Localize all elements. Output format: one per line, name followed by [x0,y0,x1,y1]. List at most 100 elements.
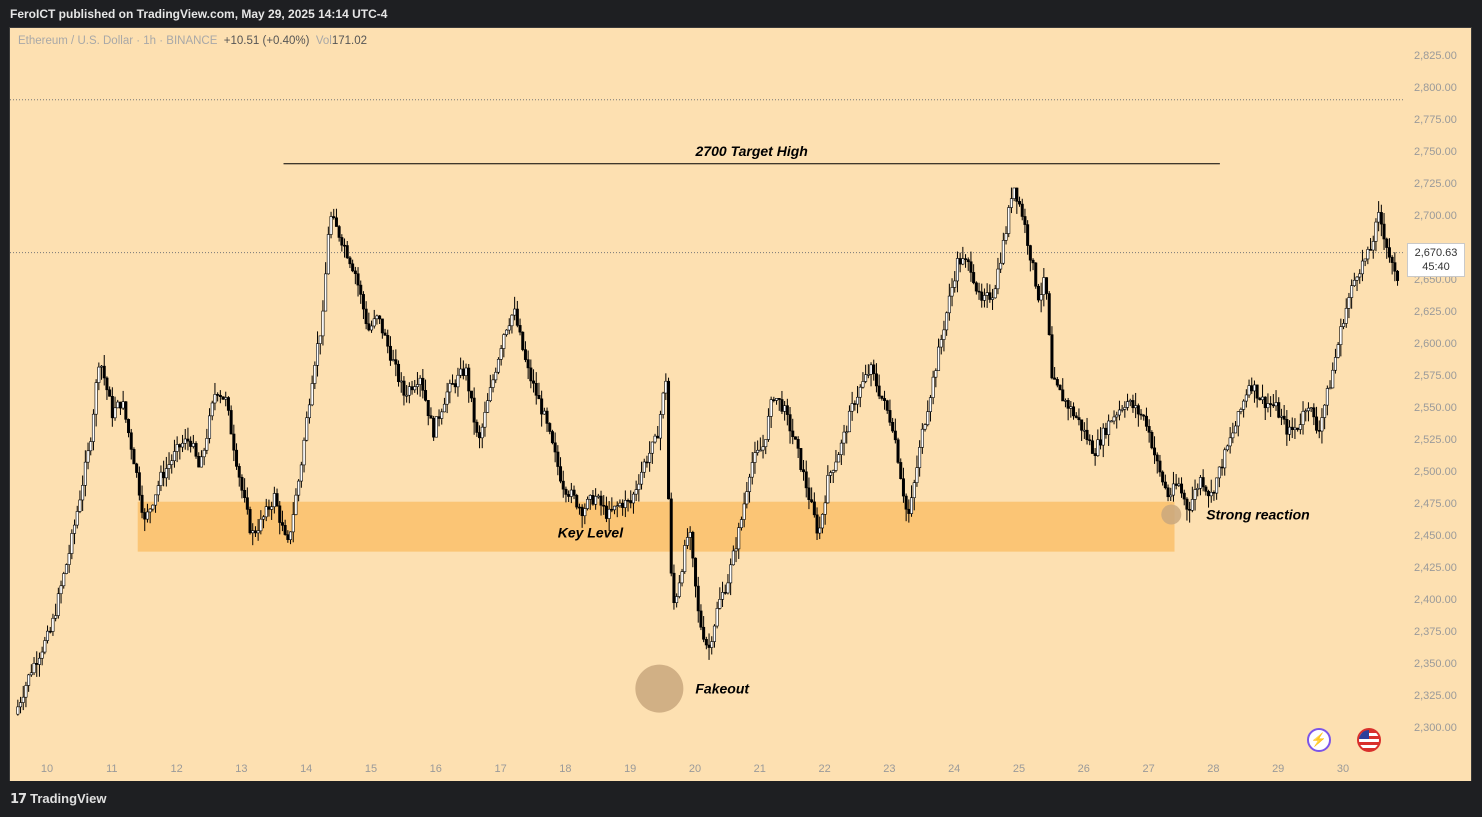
candle-up [496,359,500,373]
candle-down [1393,262,1397,272]
chart-panel[interactable]: 2700 Target High Key Level Strong reaction… [9,27,1472,782]
us-flag-icon[interactable] [1357,728,1381,752]
candle-down [1026,224,1030,246]
candle-down [694,557,698,587]
candle-up [734,548,738,552]
candle-up [1242,400,1246,410]
candle-up [64,564,68,574]
candle-up [154,494,158,506]
candle-down [958,258,962,265]
candle-down [235,449,239,467]
x-tick-label: 14 [300,763,312,775]
bar-countdown: 45:40 [1422,261,1450,273]
candle-up [685,537,689,546]
candle-up [926,411,930,425]
candle-up [1331,369,1335,389]
lightning-icon[interactable]: ⚡ [1307,728,1331,752]
candle-down [567,494,571,497]
candle-up [982,295,986,301]
candle-down [1028,245,1032,261]
candle-up [715,608,719,627]
candle-down [1018,201,1022,205]
candle-down [799,448,803,470]
candle-up [650,441,654,454]
x-tick-label: 23 [883,763,895,775]
price-chart[interactable]: 2700 Target High Key Level Strong reaction… [10,28,1471,781]
candle-up [1096,439,1100,456]
candle-down [421,377,425,391]
candle-up [1223,449,1227,469]
candle-up [305,417,309,441]
candle-down [237,466,241,478]
candle-down [1385,238,1389,248]
candle-up [1366,249,1370,260]
fakeout-label: Fakeout [695,681,750,697]
candle-down [397,363,401,382]
candle-down [901,478,905,497]
candle-up [1236,411,1240,427]
candle-down [610,508,614,511]
candle-up [391,359,395,361]
candle-up [27,674,31,686]
candle-up [993,288,997,299]
candle-up [272,493,276,508]
candle-down [969,261,973,273]
candle-up [769,399,773,417]
candle-down [1271,404,1275,407]
candle-up [934,370,938,378]
candle-up [294,494,298,515]
candle-up [1336,344,1340,358]
y-tick-label: 2,525.00 [1414,434,1457,446]
candle-up [955,258,959,282]
candle-up [1039,294,1043,301]
candle-down [1174,483,1178,486]
candle-down [1315,416,1319,431]
candle-up [299,464,303,482]
candle-up [1247,385,1251,396]
candle-down [1285,419,1289,435]
x-tick-label: 15 [365,763,377,775]
candle-down [691,532,695,559]
candle-up [637,483,641,490]
candle-up [54,615,58,619]
candle-up [434,416,438,438]
candle-up [1298,424,1302,430]
candle-down [1034,262,1038,287]
candle-down [1058,384,1062,391]
candle-up [407,386,411,396]
x-tick-label: 25 [1013,763,1025,775]
fakeout-circle [635,664,684,713]
candle-down [1055,379,1059,386]
candle-down [1207,491,1211,497]
candle-down [426,400,430,416]
candle-down [137,472,141,496]
candle-down [1147,426,1151,433]
y-tick-label: 2,625.00 [1414,306,1457,318]
candle-up [750,462,754,478]
candle-down [526,359,530,369]
candle-up [316,343,320,366]
candle-up [415,384,419,387]
candle-up [1347,297,1351,309]
candle-up [75,511,79,526]
candle-down [899,462,903,480]
candle-up [837,454,841,463]
candle-up [97,366,101,383]
candle-up [372,318,376,327]
candle-up [1120,408,1124,411]
candle-up [181,442,185,448]
candle-up [912,482,916,499]
candle-up [1196,487,1200,490]
candle-up [210,402,214,417]
candle-down [1090,440,1094,454]
candle-down [1053,377,1057,380]
candle-up [661,392,665,415]
candle-up [170,460,174,465]
candle-up [1344,308,1348,324]
candle-up [121,401,125,409]
candle-down [812,501,816,516]
candle-down [380,318,384,334]
candle-down [807,487,811,500]
tradingview-logo[interactable]: 17 TradingView [10,791,106,807]
candle-up [1360,260,1364,275]
